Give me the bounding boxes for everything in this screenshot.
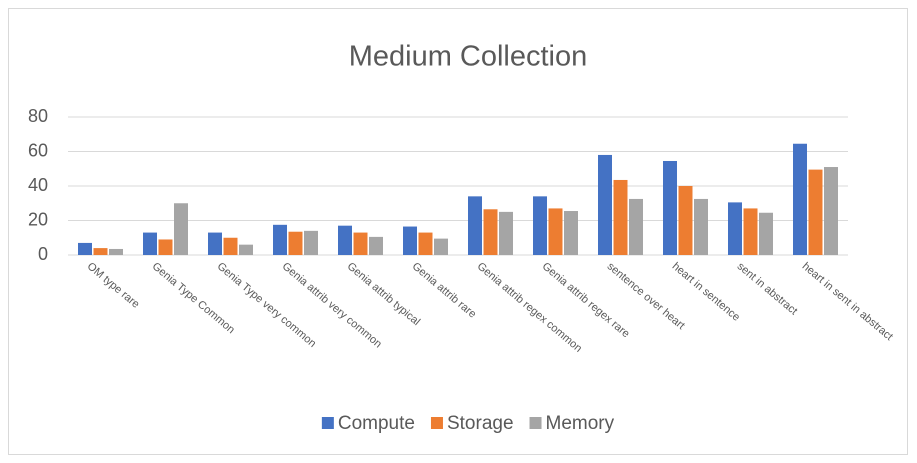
bar [109,248,123,255]
bar [223,237,238,255]
bar [548,208,563,255]
legend-swatch [321,417,334,429]
legend-label: Compute [338,413,415,434]
chart-border [8,8,908,455]
legend-label: Storage [447,413,514,434]
bar [418,232,433,255]
bar [208,232,222,255]
bar [174,203,188,255]
bar [808,169,823,255]
y-tick-label: 80 [28,106,48,126]
bar [613,179,628,255]
bar [338,225,352,255]
legend-swatch [430,417,443,429]
bar [353,232,368,255]
bar [434,238,448,255]
bar [629,198,643,255]
bar [403,226,417,255]
bar [483,209,498,255]
y-tick-label: 0 [38,244,48,264]
bar [663,160,677,255]
bar [533,196,547,255]
bar [694,198,708,255]
bar [273,224,287,255]
bar [93,248,108,255]
bar [728,202,742,255]
y-tick-label: 60 [28,140,48,160]
bar [143,232,157,255]
bar [824,167,838,255]
bar [158,239,173,255]
bar [468,196,482,255]
chart-title: Medium Collection [349,41,588,73]
legend-label: Memory [546,413,615,434]
bar [678,186,693,255]
bar [564,211,578,255]
bar [759,212,773,255]
bar [743,208,758,255]
bar [793,143,807,255]
bar [369,236,383,255]
bar [78,242,92,255]
bar [304,230,318,255]
bar [598,154,612,255]
y-tick-label: 20 [28,209,48,229]
bar [239,244,253,255]
legend-swatch [529,417,542,429]
bar [288,231,303,255]
bar [499,211,513,255]
y-tick-label: 40 [28,175,48,195]
